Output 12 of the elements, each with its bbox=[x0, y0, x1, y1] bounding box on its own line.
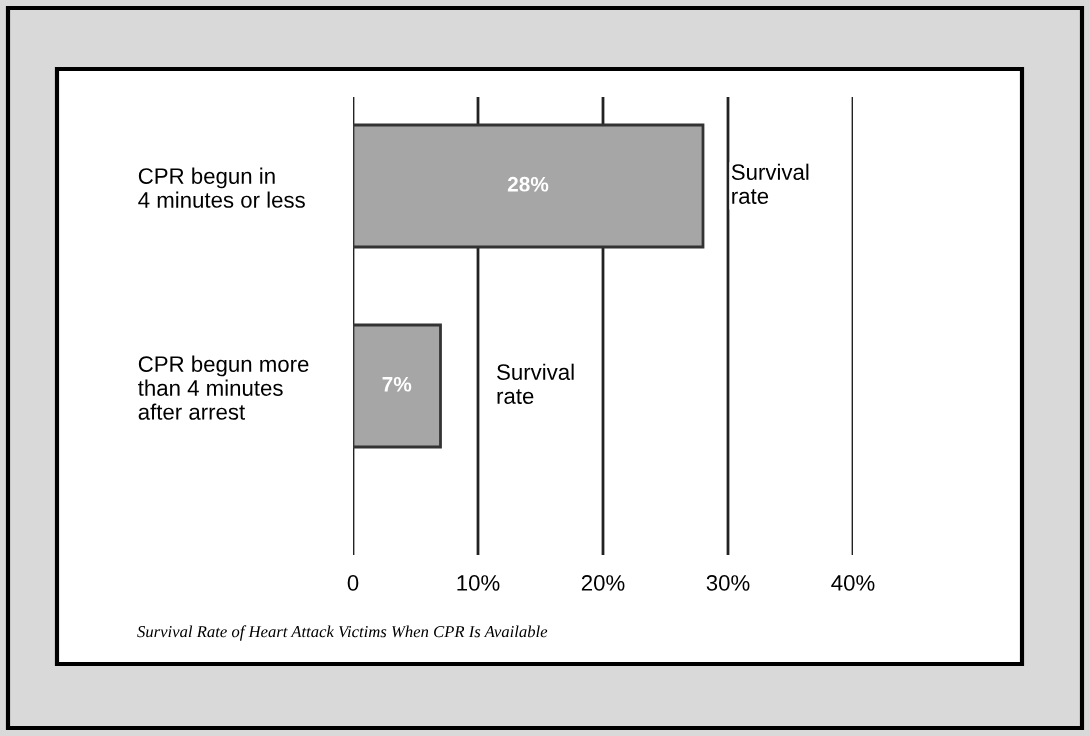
text: Survival Rate of Heart Attack Victims When CPR Is Available bbox=[137, 625, 548, 641]
y-tick-label: CPR begun in 4 minutes or less bbox=[138, 167, 305, 208]
data-label: 28% bbox=[507, 176, 549, 192]
data-label: 7% bbox=[382, 376, 412, 392]
y-tick-label: CPR begun more than 4 minutes after arrest bbox=[138, 355, 309, 420]
x-tick-label: 10% bbox=[457, 575, 500, 591]
x-tick-label: 40% bbox=[831, 575, 875, 591]
x-tick-label: 20% bbox=[581, 575, 625, 591]
annotation: Survival rate bbox=[731, 163, 809, 204]
x-tick-label: 0 bbox=[347, 575, 359, 591]
annotation: Survival rate bbox=[497, 363, 574, 404]
x-tick-label: 30% bbox=[706, 575, 750, 591]
